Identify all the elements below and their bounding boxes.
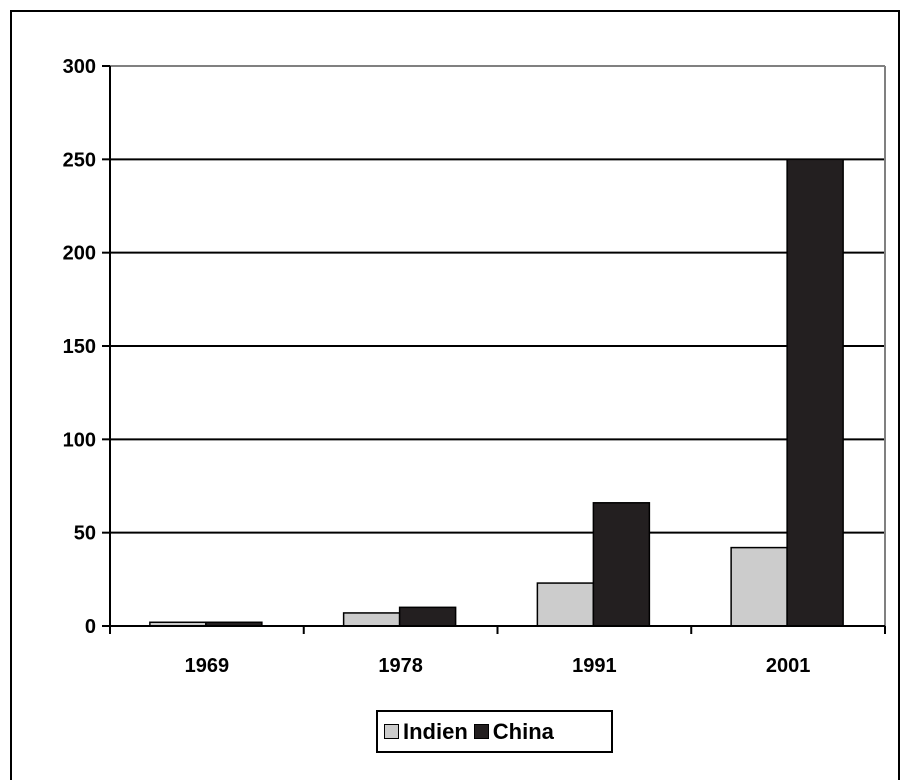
y-tick-label-0: 0 (85, 616, 96, 638)
y-tick-label-300: 300 (63, 56, 96, 78)
legend-item-china: China (473, 718, 554, 745)
x-tick-label-1991: 1991 (572, 655, 617, 677)
legend-swatch-indien (384, 724, 399, 739)
legend: Indien China (376, 710, 613, 753)
x-tick-label-2001: 2001 (766, 655, 811, 677)
bar-indien-1978 (342, 612, 401, 627)
y-tick-label-100: 100 (63, 429, 96, 451)
gridlines (110, 158, 885, 534)
legend-label-china: China (492, 718, 554, 744)
bar-indien-1991 (536, 582, 595, 627)
bar-china-1991 (592, 502, 651, 627)
axes (102, 65, 886, 634)
y-tick-label-50: 50 (74, 523, 96, 545)
x-tick-label-1969: 1969 (185, 655, 230, 677)
bars (149, 158, 844, 627)
y-tick-label-150: 150 (63, 336, 96, 358)
y-tick-labels: 0 50 100 150 200 250 300 (63, 56, 96, 638)
x-tick-label-1978: 1978 (378, 655, 423, 677)
y-tick-label-250: 250 (63, 149, 96, 171)
x-tick-labels: 1969 1978 1991 2001 (185, 655, 811, 677)
bar-china-2001 (786, 158, 844, 627)
legend-item-indien: Indien (384, 719, 468, 745)
chart-frame (10, 10, 900, 780)
legend-label-indien: Indien (403, 718, 468, 744)
bar-china-1978 (398, 606, 457, 627)
legend-swatch-china (473, 724, 489, 739)
y-tick-label-200: 200 (63, 243, 96, 265)
bar-indien-2001 (730, 546, 788, 627)
